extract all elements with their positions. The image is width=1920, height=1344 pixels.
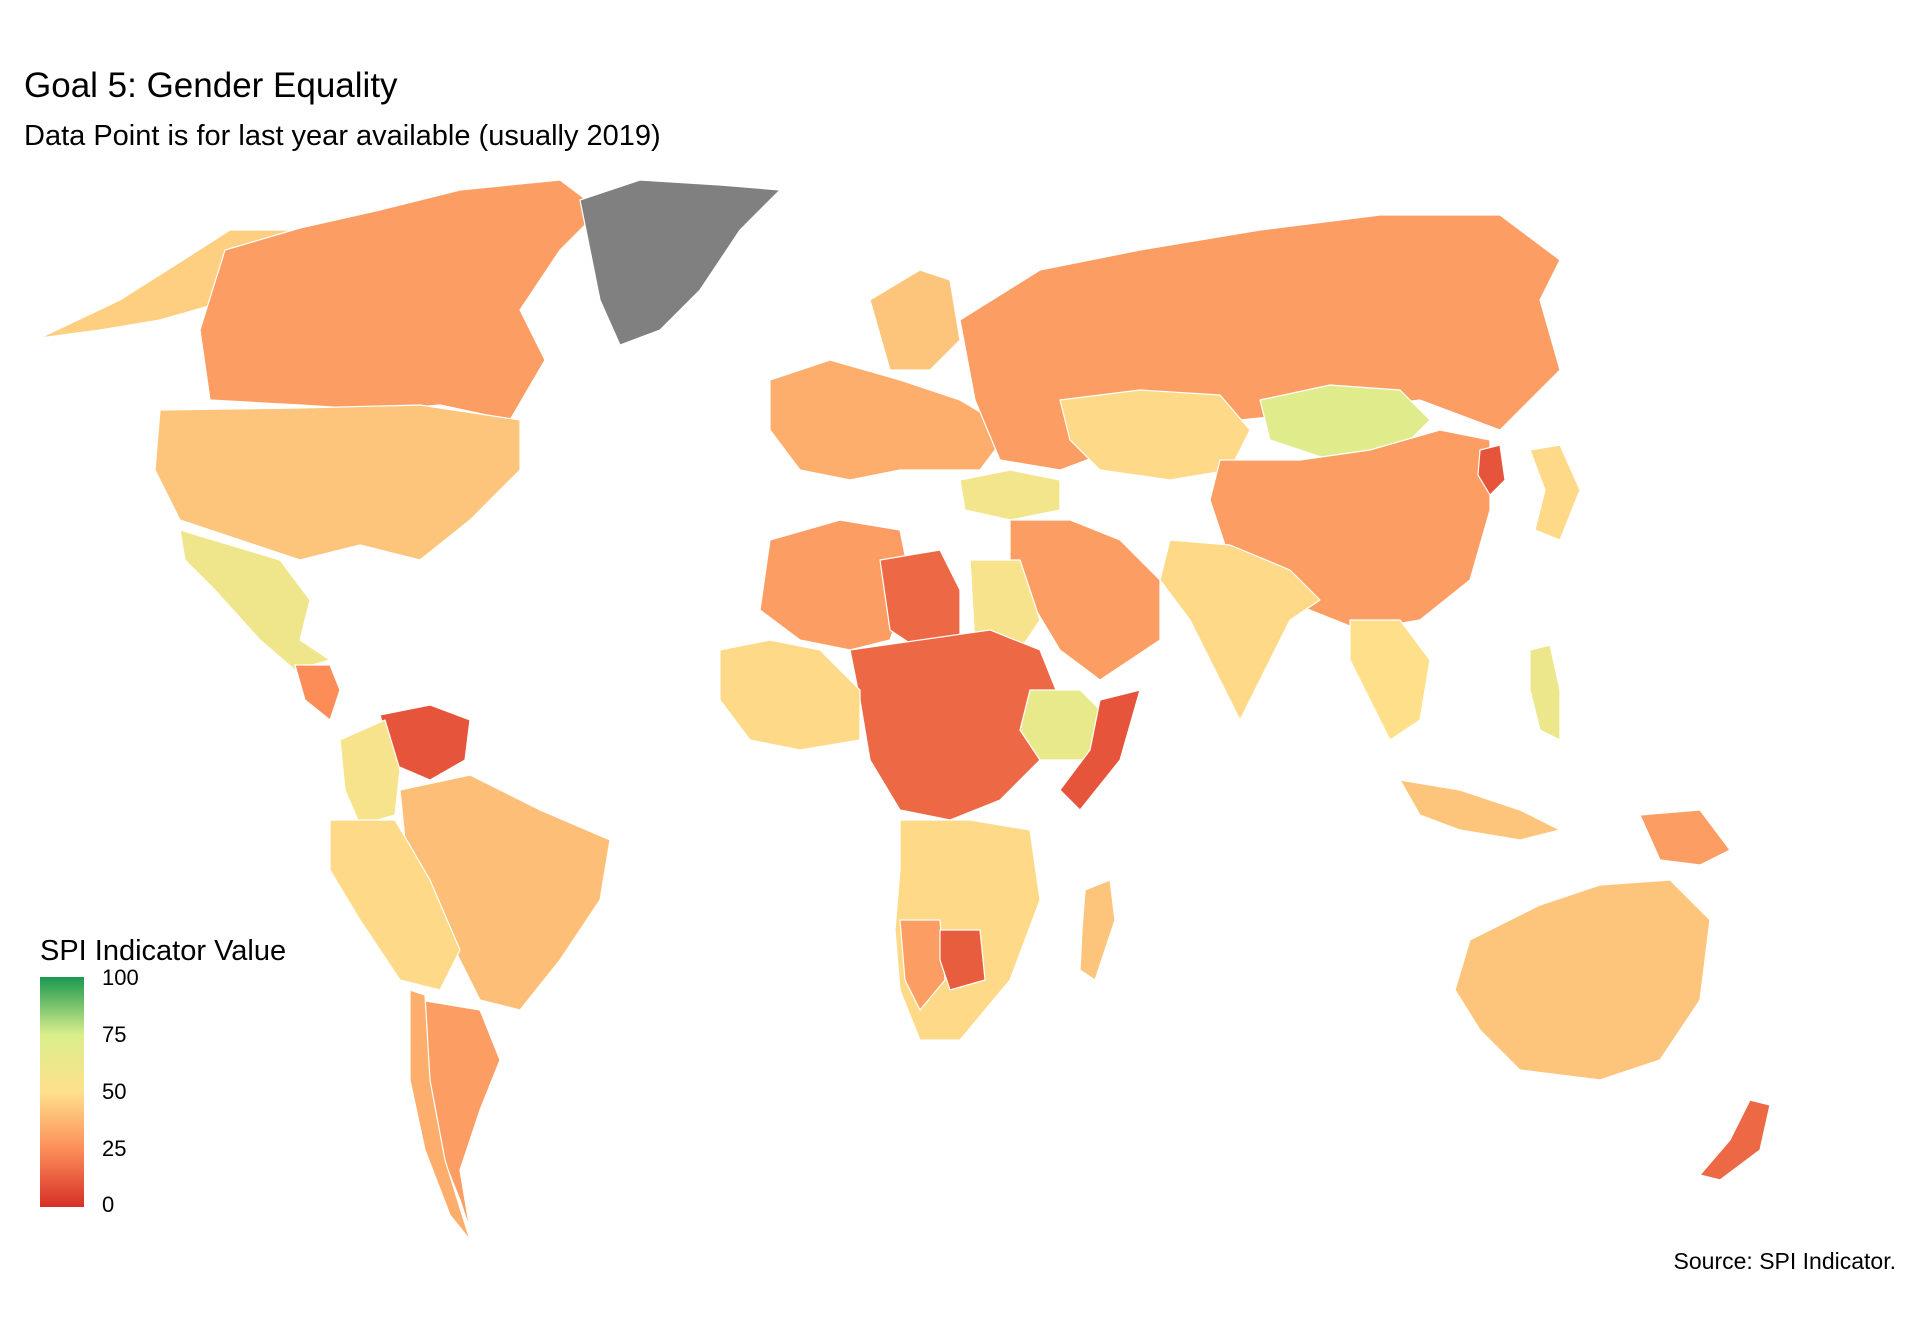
legend-tick-label: 100 xyxy=(102,965,139,990)
region-india xyxy=(1159,539,1321,721)
region-australia xyxy=(1454,879,1711,1081)
legend-tick-label: 50 xyxy=(102,1079,127,1104)
legend-tick-label: 75 xyxy=(102,1022,127,1047)
map-title: Goal 5: Gender Equality xyxy=(24,66,398,105)
legend-tick-mark xyxy=(84,1092,94,1094)
region-west-africa xyxy=(719,639,861,751)
legend-tick-mark xyxy=(84,1149,94,1151)
region-greenland xyxy=(579,179,781,346)
legend-tick-mark xyxy=(84,1035,94,1037)
region-botswana xyxy=(939,929,986,991)
legend-tick-mark xyxy=(84,1205,94,1207)
region-egypt xyxy=(969,559,1041,651)
source-note: Source: SPI Indicator. xyxy=(1673,1248,1896,1274)
map-subtitle: Data Point is for last year available (u… xyxy=(24,120,661,152)
region-papua-new-guinea xyxy=(1639,809,1731,866)
region-namibia xyxy=(899,919,946,1011)
region-south-east-asia xyxy=(1349,619,1431,741)
region-sahel-central-africa xyxy=(849,629,1061,821)
legend-title: SPI Indicator Value xyxy=(40,935,287,967)
legend-color-bar xyxy=(40,977,84,1207)
region-new-zealand xyxy=(1699,1099,1771,1181)
legend-tick-mark xyxy=(84,978,94,980)
legend-tick-label: 0 xyxy=(102,1192,115,1217)
region-scandinavia xyxy=(869,269,961,371)
region-japan xyxy=(1529,444,1581,541)
region-central-america xyxy=(294,664,341,721)
region-colombia xyxy=(339,719,401,826)
region-mexico xyxy=(179,529,331,671)
region-philippines xyxy=(1529,644,1561,741)
legend-tick-label: 25 xyxy=(102,1136,127,1161)
region-mongolia xyxy=(1259,384,1431,461)
region-somalia xyxy=(1059,689,1141,811)
region-indonesia xyxy=(1399,779,1561,841)
region-united-states xyxy=(154,404,521,561)
region-western-europe xyxy=(769,359,1011,481)
region-north-west-africa xyxy=(759,519,911,651)
region-madagascar xyxy=(1079,879,1116,981)
region-canada xyxy=(199,179,601,421)
region-turkey xyxy=(959,469,1061,521)
region-north-korea xyxy=(1477,444,1506,496)
region-russia xyxy=(959,214,1561,471)
region-chile xyxy=(409,989,471,1241)
region-peru-bolivia xyxy=(329,819,461,991)
